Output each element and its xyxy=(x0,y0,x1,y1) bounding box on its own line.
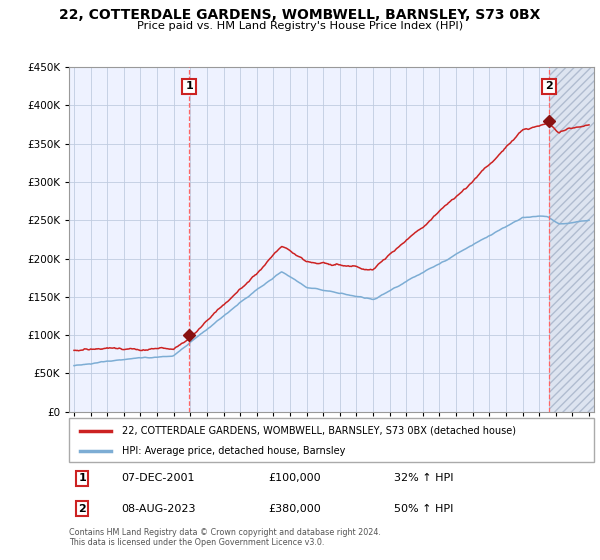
Text: £100,000: £100,000 xyxy=(269,473,321,483)
Text: 1: 1 xyxy=(185,81,193,91)
Bar xyxy=(549,67,598,412)
Text: Contains HM Land Registry data © Crown copyright and database right 2024.
This d: Contains HM Land Registry data © Crown c… xyxy=(69,528,381,547)
Text: 2: 2 xyxy=(545,81,553,91)
Text: 2: 2 xyxy=(78,504,86,514)
FancyBboxPatch shape xyxy=(69,418,594,462)
Text: 07-DEC-2001: 07-DEC-2001 xyxy=(121,473,195,483)
Text: £380,000: £380,000 xyxy=(269,504,321,514)
Text: Price paid vs. HM Land Registry's House Price Index (HPI): Price paid vs. HM Land Registry's House … xyxy=(137,21,463,31)
Text: 50% ↑ HPI: 50% ↑ HPI xyxy=(395,504,454,514)
Text: HPI: Average price, detached house, Barnsley: HPI: Average price, detached house, Barn… xyxy=(121,446,345,456)
Text: 22, COTTERDALE GARDENS, WOMBWELL, BARNSLEY, S73 0BX: 22, COTTERDALE GARDENS, WOMBWELL, BARNSL… xyxy=(59,8,541,22)
Text: 32% ↑ HPI: 32% ↑ HPI xyxy=(395,473,454,483)
Text: 22, COTTERDALE GARDENS, WOMBWELL, BARNSLEY, S73 0BX (detached house): 22, COTTERDALE GARDENS, WOMBWELL, BARNSL… xyxy=(121,426,515,436)
Bar xyxy=(549,67,598,412)
Text: 1: 1 xyxy=(78,473,86,483)
Text: 08-AUG-2023: 08-AUG-2023 xyxy=(121,504,196,514)
